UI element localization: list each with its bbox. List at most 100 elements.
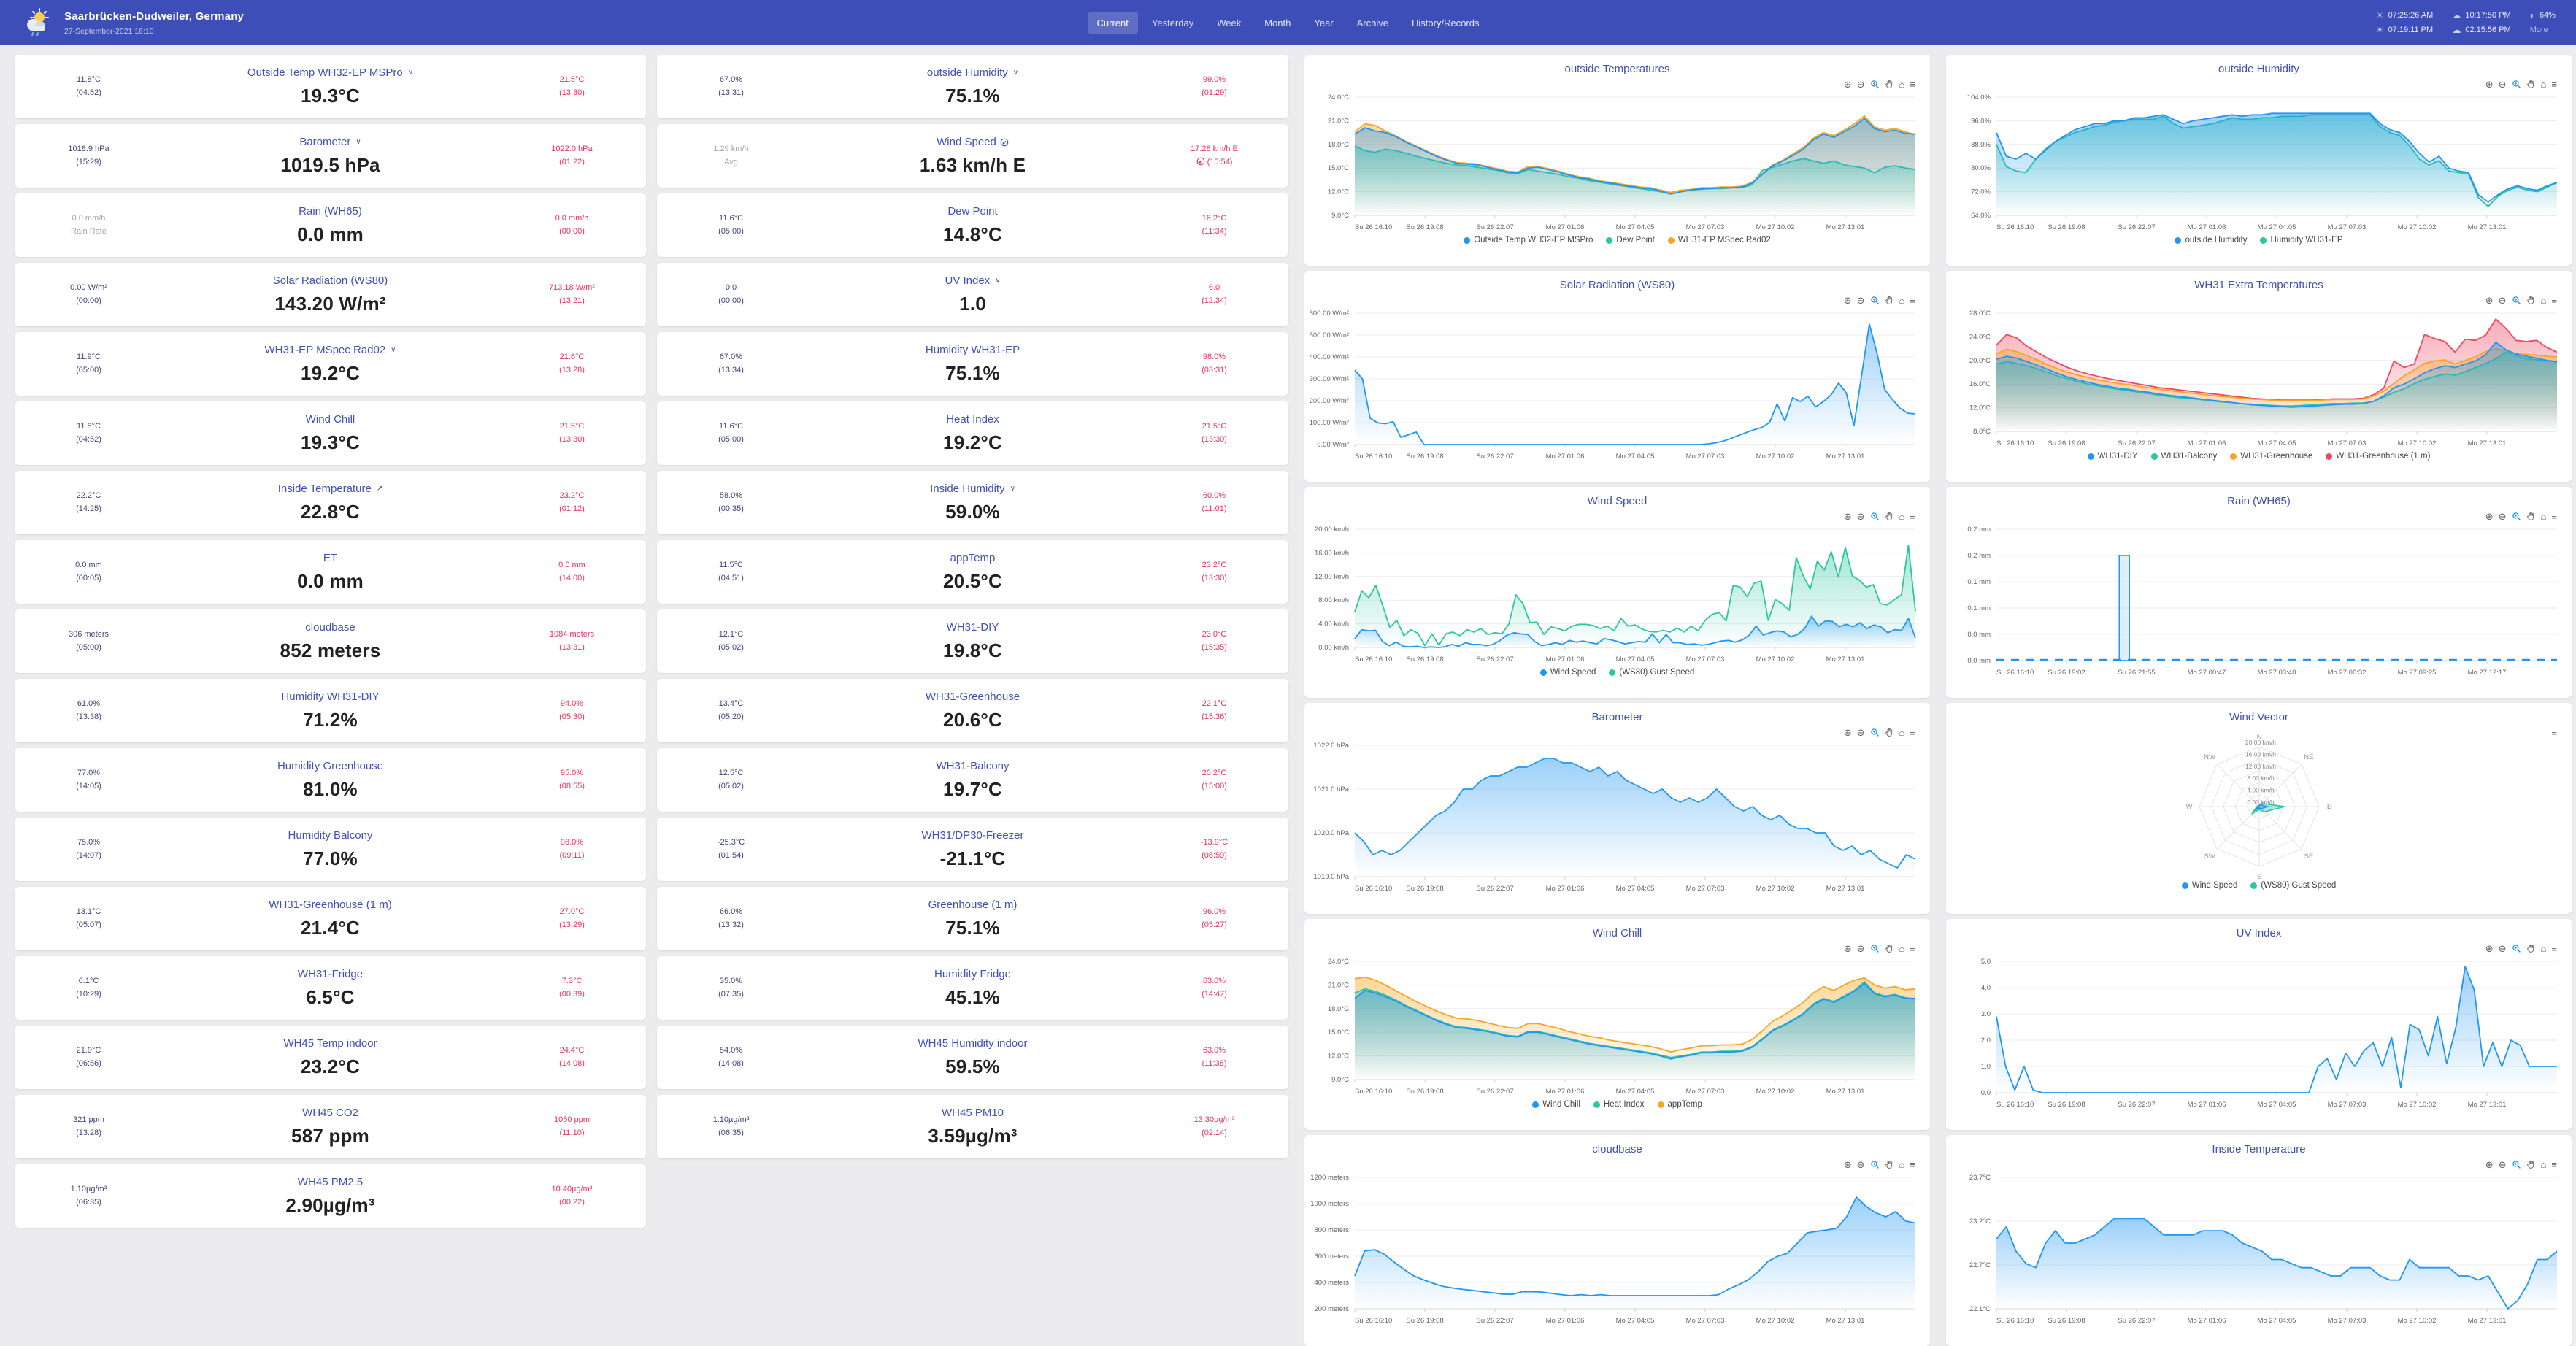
menu-icon[interactable]: ≡: [1910, 79, 1915, 90]
pan-icon[interactable]: [2526, 1160, 2536, 1169]
chart-plot[interactable]: 104.0% 96.0% 88.0% 80.0% 72.0% 64.0% Su 26 16:…: [1946, 90, 2572, 234]
menu-icon[interactable]: ≡: [1910, 727, 1915, 738]
nav-item-yesterday[interactable]: Yesterday: [1151, 17, 1194, 28]
card-title[interactable]: WH45 PM2.5: [297, 1175, 364, 1188]
home-icon[interactable]: ⌂: [1899, 943, 1905, 954]
selection-zoom-icon[interactable]: [2512, 80, 2521, 89]
zoom-in-icon[interactable]: ⊕: [2485, 1159, 2494, 1170]
legend-item-wind-speed[interactable]: Wind Speed: [2181, 881, 2237, 890]
nav-item-week[interactable]: Week: [1217, 17, 1242, 28]
menu-icon[interactable]: ≡: [1910, 511, 1915, 522]
pan-icon[interactable]: [1885, 512, 1894, 521]
menu-icon[interactable]: ≡: [1910, 1159, 1915, 1170]
chart-plot[interactable]: 5.0 4.0 3.0 2.0 1.0 0.0 Su 26 16:10 Su 26 19:08…: [1946, 954, 2572, 1112]
zoom-in-icon[interactable]: ⊕: [1843, 79, 1852, 90]
selection-zoom-icon[interactable]: [1870, 944, 1880, 953]
pan-icon[interactable]: [1885, 80, 1894, 89]
nav-item-current[interactable]: Current: [1087, 12, 1138, 34]
legend-item-apptemp[interactable]: appTemp: [1657, 1100, 1702, 1109]
card-title[interactable]: WH45 PM10: [941, 1106, 1004, 1119]
menu-icon[interactable]: ≡: [1910, 295, 1915, 306]
zoom-out-icon[interactable]: ⊖: [2498, 511, 2507, 522]
selection-zoom-icon[interactable]: [2512, 1160, 2521, 1169]
nav-item-month[interactable]: Month: [1264, 17, 1291, 28]
zoom-in-icon[interactable]: ⊕: [1843, 943, 1852, 954]
card-title[interactable]: outside Humidity ∨: [926, 66, 1019, 79]
chart-plot[interactable]: 600.00 W/m² 500.00 W/m² 400.00 W/m² 300.00 …: [1304, 306, 1930, 464]
card-title[interactable]: Inside Humidity ∨: [930, 482, 1015, 495]
zoom-out-icon[interactable]: ⊖: [2498, 295, 2507, 306]
card-title[interactable]: Wind Speed: [937, 136, 1009, 148]
home-icon[interactable]: ⌂: [1899, 511, 1905, 522]
zoom-in-icon[interactable]: ⊕: [2485, 295, 2494, 306]
chart-plot[interactable]: 1200 meters 1000 meters 800 meters 600 mete…: [1304, 1170, 1930, 1328]
legend-item-ws80-gust-speed[interactable]: (WS80) Gust Speed: [1609, 668, 1694, 677]
card-title[interactable]: appTemp: [950, 551, 996, 564]
card-title[interactable]: cloudbase: [305, 620, 355, 634]
legend-item-wh31-balcony[interactable]: WH31-Balcony: [2150, 452, 2217, 461]
card-title[interactable]: Dew Point: [947, 204, 998, 218]
menu-icon[interactable]: ≡: [1910, 943, 1915, 954]
more-link[interactable]: More: [2529, 26, 2548, 34]
selection-zoom-icon[interactable]: [1870, 80, 1880, 89]
card-title[interactable]: Humidity Greenhouse: [277, 759, 384, 772]
pan-icon[interactable]: [1885, 1160, 1894, 1169]
legend-item-ws80-gust-speed[interactable]: (WS80) Gust Speed: [2250, 881, 2336, 890]
legend-item-outside-humidity[interactable]: outside Humidity: [2175, 236, 2247, 245]
chart-plot[interactable]: 24.0°C 21.0°C 18.0°C 15.0°C 12.0°C 9.0°C Su 26…: [1304, 954, 1930, 1099]
home-icon[interactable]: ⌂: [1899, 727, 1905, 738]
menu-icon[interactable]: ≡: [2551, 943, 2557, 954]
home-icon[interactable]: ⌂: [1899, 1159, 1905, 1170]
menu-icon[interactable]: ≡: [2551, 295, 2557, 306]
pan-icon[interactable]: [1885, 944, 1894, 953]
card-title[interactable]: WH31-Greenhouse (1 m): [269, 898, 392, 911]
zoom-out-icon[interactable]: ⊖: [2498, 943, 2507, 954]
zoom-in-icon[interactable]: ⊕: [1843, 511, 1852, 522]
card-title[interactable]: Outside Temp WH32-EP MSPro ∨: [247, 66, 414, 79]
selection-zoom-icon[interactable]: [2512, 944, 2521, 953]
zoom-in-icon[interactable]: ⊕: [2485, 511, 2494, 522]
pan-icon[interactable]: [2526, 80, 2536, 89]
pan-icon[interactable]: [1885, 728, 1894, 737]
zoom-in-icon[interactable]: ⊕: [1843, 727, 1852, 738]
legend-item-wh31-ep-mspec-rad02[interactable]: WH31-EP MSpec Rad02: [1667, 236, 1771, 245]
home-icon[interactable]: ⌂: [2540, 1159, 2547, 1170]
legend-item-wh31-diy[interactable]: WH31-DIY: [2087, 452, 2138, 461]
selection-zoom-icon[interactable]: [2512, 512, 2521, 521]
legend-item-heat-index[interactable]: Heat Index: [1593, 1100, 1645, 1109]
selection-zoom-icon[interactable]: [1870, 296, 1880, 305]
zoom-in-icon[interactable]: ⊕: [1843, 295, 1852, 306]
zoom-in-icon[interactable]: ⊕: [1843, 1159, 1852, 1170]
legend-item-wind-speed[interactable]: Wind Speed: [1539, 668, 1596, 677]
zoom-out-icon[interactable]: ⊖: [1856, 727, 1865, 738]
card-title[interactable]: WH31-Balcony: [936, 759, 1010, 772]
home-icon[interactable]: ⌂: [2540, 511, 2547, 522]
selection-zoom-icon[interactable]: [1870, 728, 1880, 737]
card-title[interactable]: Humidity Balcony: [288, 828, 373, 842]
nav-item-year[interactable]: Year: [1314, 17, 1334, 28]
pan-icon[interactable]: [2526, 296, 2536, 305]
menu-icon[interactable]: ≡: [2551, 79, 2557, 90]
card-title[interactable]: Greenhouse (1 m): [928, 898, 1018, 911]
legend-item-humidity-wh31-ep[interactable]: Humidity WH31-EP: [2260, 236, 2343, 245]
home-icon[interactable]: ⌂: [1899, 295, 1905, 306]
menu-icon[interactable]: ≡: [2551, 727, 2557, 738]
card-title[interactable]: Humidity WH31-DIY: [281, 690, 380, 703]
card-title[interactable]: WH45 CO2: [302, 1106, 358, 1119]
legend-item-dew-point[interactable]: Dew Point: [1606, 236, 1655, 245]
card-title[interactable]: Heat Index: [946, 412, 999, 426]
zoom-out-icon[interactable]: ⊖: [2498, 79, 2507, 90]
card-title[interactable]: WH45 Temp indoor: [283, 1037, 377, 1050]
card-title[interactable]: WH45 Humidity indoor: [918, 1037, 1028, 1050]
zoom-out-icon[interactable]: ⊖: [1856, 79, 1865, 90]
menu-icon[interactable]: ≡: [2551, 511, 2557, 522]
card-title[interactable]: WH31-Fridge: [297, 967, 364, 980]
zoom-in-icon[interactable]: ⊕: [2485, 79, 2494, 90]
card-title[interactable]: Inside Temperature ↗: [277, 482, 383, 495]
home-icon[interactable]: ⌂: [2540, 79, 2547, 90]
card-title[interactable]: Humidity WH31-EP: [925, 343, 1020, 356]
card-title[interactable]: Rain (WH65): [299, 204, 362, 218]
chart-plot[interactable]: 24.0°C 21.0°C 18.0°C 15.0°C 12.0°C 9.0°C Su 26…: [1304, 90, 1930, 234]
card-title[interactable]: Humidity Fridge: [934, 967, 1012, 980]
card-title[interactable]: UV Index ∨: [945, 274, 1001, 287]
